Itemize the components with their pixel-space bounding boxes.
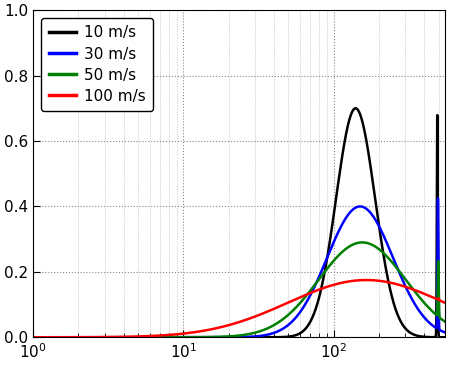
30 m/s xyxy=(51,335,57,339)
50 m/s xyxy=(31,335,36,339)
50 m/s xyxy=(274,321,279,326)
Legend: 10 m/s, 30 m/s, 50 m/s, 100 m/s: 10 m/s, 30 m/s, 50 m/s, 100 m/s xyxy=(41,18,153,111)
100 m/s xyxy=(364,278,369,282)
100 m/s xyxy=(51,335,57,339)
10 m/s xyxy=(358,113,363,117)
30 m/s xyxy=(435,196,440,201)
100 m/s xyxy=(442,300,448,305)
30 m/s xyxy=(442,330,448,335)
Line: 50 m/s: 50 m/s xyxy=(33,242,445,337)
10 m/s xyxy=(51,335,57,339)
100 m/s xyxy=(180,331,185,336)
30 m/s xyxy=(336,230,341,234)
10 m/s xyxy=(442,335,448,339)
30 m/s xyxy=(274,330,279,334)
Line: 100 m/s: 100 m/s xyxy=(33,280,445,337)
100 m/s xyxy=(292,297,297,302)
100 m/s xyxy=(336,281,341,286)
10 m/s xyxy=(180,335,185,339)
10 m/s xyxy=(353,106,358,111)
10 m/s xyxy=(31,335,36,339)
10 m/s xyxy=(274,335,279,339)
30 m/s xyxy=(292,316,297,321)
10 m/s xyxy=(336,180,341,184)
50 m/s xyxy=(358,240,363,245)
30 m/s xyxy=(31,335,36,339)
100 m/s xyxy=(31,335,36,339)
30 m/s xyxy=(358,204,363,209)
50 m/s xyxy=(336,253,341,258)
Line: 10 m/s: 10 m/s xyxy=(33,108,445,337)
50 m/s xyxy=(180,335,185,339)
50 m/s xyxy=(360,240,365,245)
100 m/s xyxy=(358,278,363,283)
100 m/s xyxy=(274,306,279,310)
10 m/s xyxy=(292,333,297,338)
Line: 30 m/s: 30 m/s xyxy=(33,199,445,337)
50 m/s xyxy=(442,319,448,324)
30 m/s xyxy=(180,335,185,339)
50 m/s xyxy=(51,335,57,339)
50 m/s xyxy=(292,307,297,311)
